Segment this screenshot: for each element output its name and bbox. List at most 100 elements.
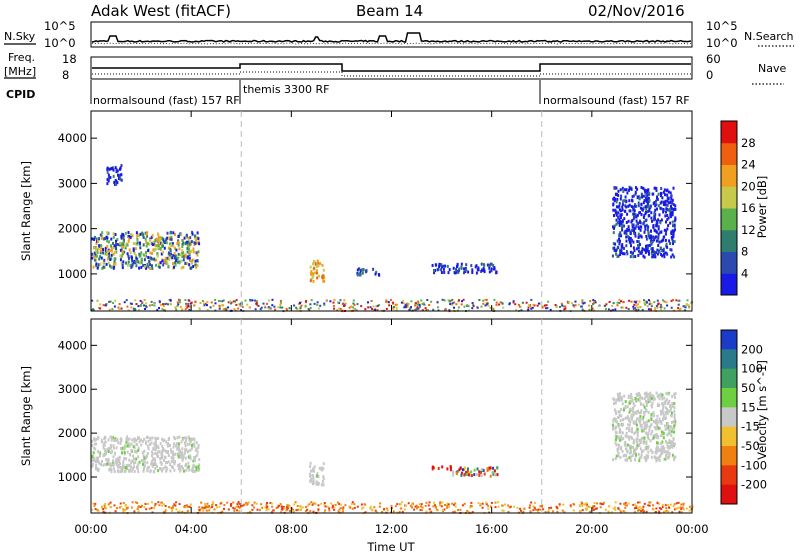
data-cell	[173, 442, 175, 446]
data-cell	[167, 253, 170, 257]
data-cell	[592, 299, 595, 302]
data-cell	[176, 260, 179, 264]
data-cell	[188, 242, 191, 246]
data-cell	[145, 508, 148, 511]
data-cell	[645, 192, 648, 196]
data-cell	[658, 459, 661, 462]
data-cell	[663, 188, 666, 192]
data-cell	[618, 410, 621, 414]
data-cell	[192, 265, 195, 268]
freq-tick-top: 18	[62, 52, 77, 66]
data-cell	[640, 424, 643, 427]
data-cell	[116, 169, 119, 173]
data-cell	[313, 271, 316, 275]
data-cell	[125, 457, 128, 461]
colorbar-tick: 100	[741, 362, 763, 376]
data-cell	[617, 396, 620, 400]
data-cell	[617, 454, 620, 458]
data-cell	[640, 235, 643, 239]
data-cell	[685, 304, 688, 307]
data-cell	[495, 303, 498, 306]
data-cell	[640, 453, 643, 457]
data-cell	[440, 505, 443, 508]
data-cell	[665, 229, 668, 233]
data-cell	[197, 446, 200, 449]
data-cell	[564, 307, 567, 310]
data-cell	[615, 412, 618, 416]
data-cell	[210, 301, 213, 304]
data-cell	[161, 453, 164, 457]
data-cell	[670, 205, 672, 208]
data-cell	[673, 406, 676, 410]
data-cell	[640, 202, 643, 206]
data-cell	[660, 430, 663, 434]
data-cell	[457, 300, 460, 303]
data-cell	[465, 263, 468, 267]
data-cell	[646, 245, 649, 249]
data-cell	[640, 409, 643, 413]
data-cell	[233, 308, 236, 311]
data-cell	[653, 251, 656, 255]
data-cell	[614, 438, 617, 442]
data-cell	[625, 232, 628, 235]
data-cell	[149, 263, 151, 267]
data-cell	[669, 191, 672, 195]
data-cell	[281, 507, 284, 510]
data-cell	[668, 445, 671, 448]
colorbar-segment	[721, 388, 737, 408]
data-cell	[613, 214, 615, 217]
data-cell	[644, 227, 647, 231]
data-cell	[662, 445, 665, 449]
data-cell	[157, 469, 160, 473]
data-cell	[444, 308, 447, 311]
data-cell	[221, 300, 224, 303]
data-cell	[633, 215, 636, 219]
data-cell	[387, 301, 390, 303]
data-cell	[634, 507, 636, 510]
data-cell	[369, 507, 372, 510]
data-cell	[344, 302, 347, 305]
data-cell	[155, 258, 158, 262]
data-cell	[621, 306, 624, 309]
data-cell	[633, 226, 636, 230]
data-cell	[633, 503, 636, 506]
data-cell	[452, 266, 455, 270]
data-cell	[235, 299, 238, 302]
data-cell	[152, 248, 155, 252]
data-cell	[126, 444, 129, 448]
data-cell	[414, 304, 417, 307]
data-cell	[92, 451, 95, 455]
data-cell	[624, 195, 627, 199]
data-cell	[548, 507, 551, 509]
data-cell	[123, 456, 126, 460]
data-cell	[653, 397, 656, 401]
data-cell	[92, 265, 95, 269]
data-cell	[222, 308, 225, 311]
data-cell	[666, 422, 669, 426]
data-cell	[652, 420, 655, 424]
data-cell	[585, 503, 588, 506]
data-cell	[596, 502, 598, 505]
ytick-label: 3000	[58, 382, 87, 396]
data-cell	[612, 302, 615, 305]
data-cell	[317, 475, 320, 478]
cpid-segment-3: normalsound (fast) 157 RF	[543, 94, 690, 107]
data-cell	[312, 480, 315, 484]
data-cell	[405, 504, 407, 507]
data-cell	[319, 262, 322, 266]
data-cell	[119, 502, 122, 505]
data-cell	[640, 192, 643, 196]
data-cell	[156, 455, 159, 459]
data-cell	[639, 225, 642, 229]
data-cell	[469, 474, 472, 477]
data-cell	[189, 236, 192, 240]
data-cell	[144, 440, 147, 444]
data-cell	[295, 509, 298, 512]
data-cell	[120, 505, 123, 508]
data-cell	[620, 434, 623, 438]
data-cell	[645, 207, 648, 211]
data-cell	[615, 398, 618, 402]
data-cell	[105, 507, 108, 510]
data-cell	[480, 262, 483, 266]
data-cell	[144, 254, 147, 258]
